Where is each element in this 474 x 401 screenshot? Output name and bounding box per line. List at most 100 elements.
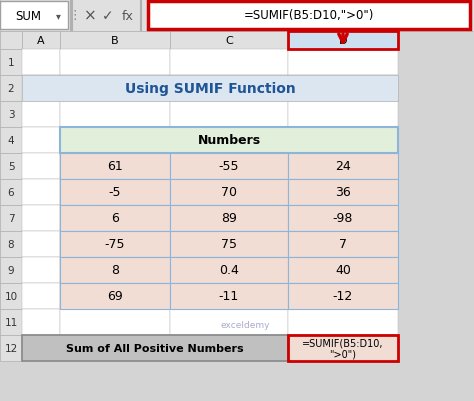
Text: 12: 12	[4, 343, 18, 353]
Text: ⋮: ⋮	[69, 10, 81, 22]
Bar	[0, 2, 68, 30]
Bar	[22, 76, 60, 102]
Bar	[170, 76, 288, 102]
Bar	[0, 180, 22, 205]
Bar	[288, 257, 398, 283]
Bar	[60, 283, 170, 309]
Text: 2: 2	[8, 84, 14, 94]
Text: Sum of All Positive Numbers: Sum of All Positive Numbers	[66, 343, 244, 353]
Text: -75: -75	[105, 238, 125, 251]
Text: 5: 5	[8, 162, 14, 172]
Bar	[22, 154, 60, 180]
Text: =SUMIF(B5:D10,">0"): =SUMIF(B5:D10,">0")	[244, 10, 374, 22]
Bar	[60, 257, 170, 283]
Text: 10: 10	[4, 291, 18, 301]
Bar	[170, 102, 288, 128]
Text: 6: 6	[111, 212, 119, 225]
Bar	[22, 32, 60, 50]
Text: B: B	[111, 36, 119, 46]
Bar	[288, 154, 398, 180]
Text: 7: 7	[8, 213, 14, 223]
Bar	[60, 32, 170, 50]
Text: -12: -12	[333, 290, 353, 303]
Bar	[0, 102, 22, 128]
Text: 11: 11	[4, 317, 18, 327]
Bar	[170, 309, 288, 335]
Bar	[170, 231, 288, 257]
Text: 40: 40	[335, 264, 351, 277]
Text: 75: 75	[221, 238, 237, 251]
Bar	[170, 154, 288, 180]
Text: fx: fx	[122, 10, 134, 22]
Text: 69: 69	[107, 290, 123, 303]
Text: 3: 3	[8, 110, 14, 120]
Bar	[60, 231, 170, 257]
Text: A: A	[37, 36, 45, 46]
Bar	[288, 205, 398, 231]
Bar	[288, 32, 398, 50]
Bar	[170, 283, 288, 309]
Bar	[288, 154, 398, 180]
Bar	[288, 335, 398, 361]
Bar	[60, 205, 170, 231]
Bar	[22, 335, 60, 361]
Bar	[22, 335, 288, 361]
Bar	[0, 257, 22, 283]
Text: 8: 8	[8, 239, 14, 249]
Bar	[22, 283, 60, 309]
Bar	[60, 50, 170, 76]
Bar	[22, 309, 60, 335]
Bar	[0, 154, 22, 180]
Bar	[0, 0, 474, 32]
Bar	[60, 257, 170, 283]
Bar	[22, 231, 60, 257]
Bar	[22, 102, 60, 128]
Text: 89: 89	[221, 212, 237, 225]
Text: ✓: ✓	[102, 9, 114, 23]
Bar	[288, 231, 398, 257]
Text: Numbers: Numbers	[198, 134, 261, 147]
Bar	[170, 205, 288, 231]
Bar	[0, 32, 22, 50]
Bar	[170, 283, 288, 309]
Bar	[288, 205, 398, 231]
Bar	[288, 50, 398, 76]
Bar	[0, 128, 22, 154]
Text: -11: -11	[219, 290, 239, 303]
Bar	[70, 0, 72, 32]
Bar	[170, 32, 288, 50]
Bar	[288, 335, 398, 361]
Bar	[22, 128, 60, 154]
Text: C: C	[225, 36, 233, 46]
Bar	[0, 283, 22, 309]
Text: D: D	[339, 36, 347, 46]
Text: SUM: SUM	[15, 10, 41, 22]
Bar	[22, 50, 60, 76]
Bar	[288, 128, 398, 154]
Bar	[22, 76, 398, 102]
Text: 0.4: 0.4	[219, 264, 239, 277]
Text: 61: 61	[107, 160, 123, 173]
Bar	[0, 205, 22, 231]
Text: 70: 70	[221, 186, 237, 199]
Text: exceldemy: exceldemy	[220, 320, 270, 329]
Bar	[0, 50, 22, 76]
Bar	[288, 76, 398, 102]
Bar	[288, 257, 398, 283]
Bar	[60, 128, 170, 154]
Text: 1: 1	[8, 58, 14, 68]
Text: 7: 7	[339, 238, 347, 251]
Bar	[288, 180, 398, 205]
Bar	[170, 180, 288, 205]
Bar	[60, 154, 170, 180]
Text: 4: 4	[8, 136, 14, 146]
Bar	[22, 205, 60, 231]
Text: -5: -5	[109, 186, 121, 199]
Bar	[60, 309, 170, 335]
Bar	[60, 180, 170, 205]
Bar	[148, 2, 470, 30]
Bar	[60, 283, 170, 309]
Bar	[288, 283, 398, 309]
Bar	[22, 257, 60, 283]
Text: Using SUMIF Function: Using SUMIF Function	[125, 82, 295, 96]
